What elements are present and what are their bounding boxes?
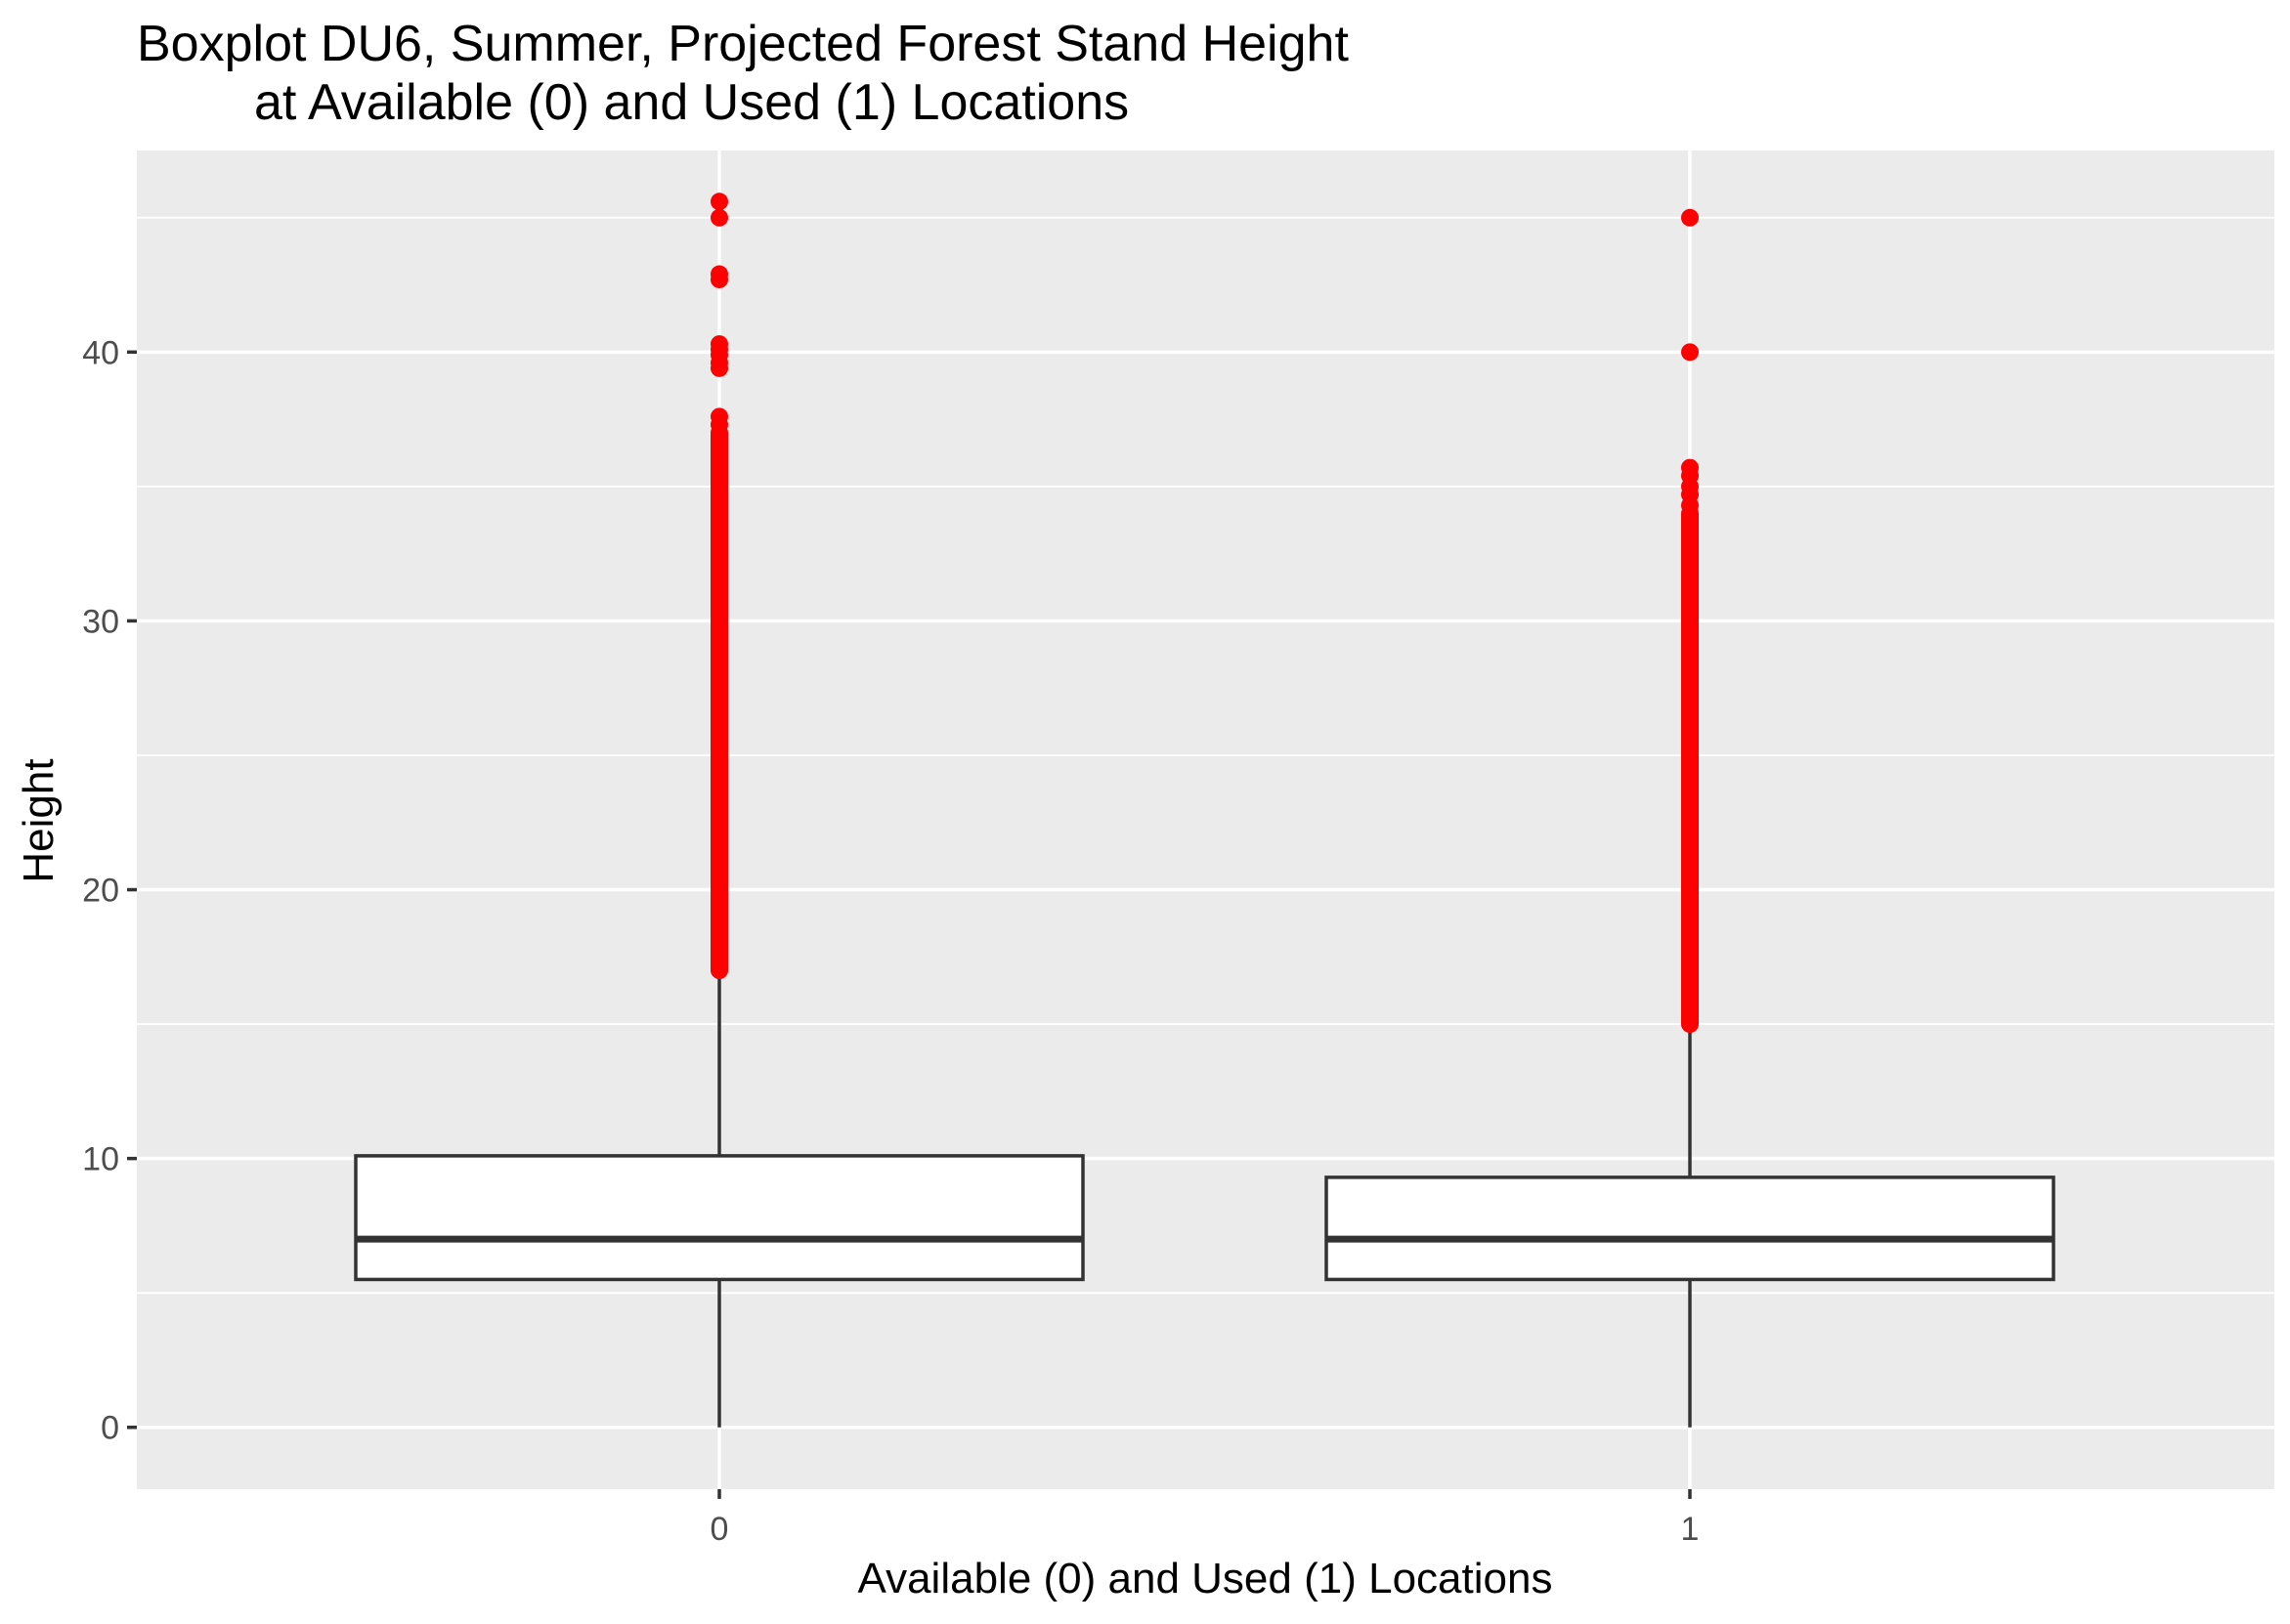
outlier-band <box>1681 504 1699 1034</box>
y-tick-label: 0 <box>101 1410 119 1447</box>
outlier-point <box>711 208 728 227</box>
y-axis-title: Height <box>15 758 63 882</box>
axes: 0 10 20 30 40 0 1 <box>82 334 1699 1548</box>
y-tick-label: 30 <box>82 603 119 640</box>
x-axis-title: Available (0) and Used (1) Locations <box>858 1555 1553 1603</box>
boxes <box>354 192 2055 1428</box>
outlier-point <box>711 407 728 426</box>
outlier-point <box>1681 208 1699 227</box>
outlier-point <box>711 192 728 211</box>
outlier-point <box>711 335 728 354</box>
y-tick-label: 20 <box>82 873 119 910</box>
iqr-box <box>1324 1175 2055 1282</box>
chart-title: Boxplot DU6, Summer, Projected Forest St… <box>137 16 1349 72</box>
outlier-point <box>711 265 728 283</box>
y-tick-label: 10 <box>82 1141 119 1178</box>
chart-subtitle: at Available (0) and Used (1) Locations <box>254 74 1129 131</box>
box-group-0 <box>354 192 1085 1428</box>
x-tick-label: 0 <box>711 1511 729 1548</box>
iqr-box <box>354 1154 1085 1282</box>
outlier-point <box>1681 458 1699 477</box>
outlier-band <box>711 423 728 980</box>
y-tick-label: 40 <box>82 334 119 371</box>
x-tick-label: 1 <box>1681 1511 1700 1548</box>
outlier-point <box>1681 343 1699 362</box>
box-group-1 <box>1324 208 2055 1428</box>
